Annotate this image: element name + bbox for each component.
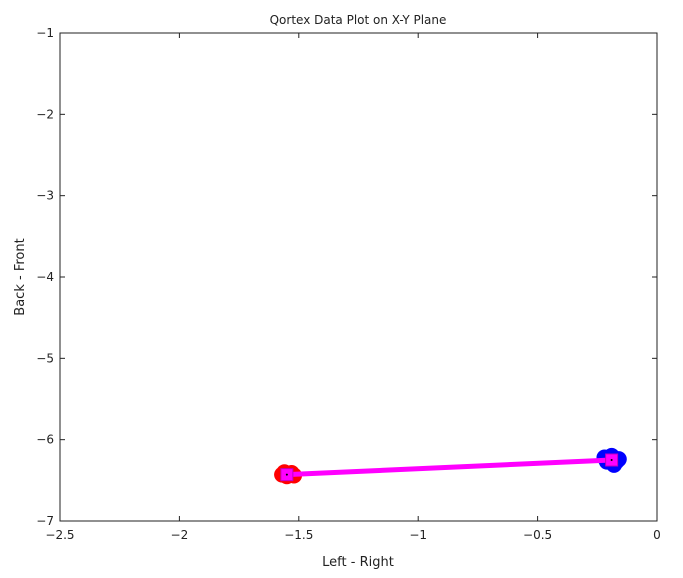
y-tick-label: −3 xyxy=(36,189,54,203)
x-tick-label: −2 xyxy=(171,528,189,542)
x-tick-label: −2.5 xyxy=(45,528,74,542)
marker-center xyxy=(285,473,288,476)
y-tick-label: −2 xyxy=(36,107,54,121)
y-tick-label: −5 xyxy=(36,351,54,365)
chart-title: Qortex Data Plot on X-Y Plane xyxy=(270,13,447,27)
marker-center xyxy=(610,459,613,461)
x-tick-label: −1.5 xyxy=(284,528,313,542)
x-tick-label: −1 xyxy=(409,528,427,542)
y-tick-label: −6 xyxy=(36,433,54,447)
y-tick-label: −1 xyxy=(36,26,54,40)
x-tick-label: −0.5 xyxy=(523,528,552,542)
y-axis-label: Back - Front xyxy=(13,238,28,315)
trajectory-line xyxy=(286,457,612,478)
plot-area xyxy=(59,32,658,522)
x-axis-label: Left - Right xyxy=(322,555,394,570)
x-tick-label: 0 xyxy=(653,528,661,542)
y-tick-label: −7 xyxy=(36,514,54,528)
y-tick-label: −4 xyxy=(36,270,54,284)
